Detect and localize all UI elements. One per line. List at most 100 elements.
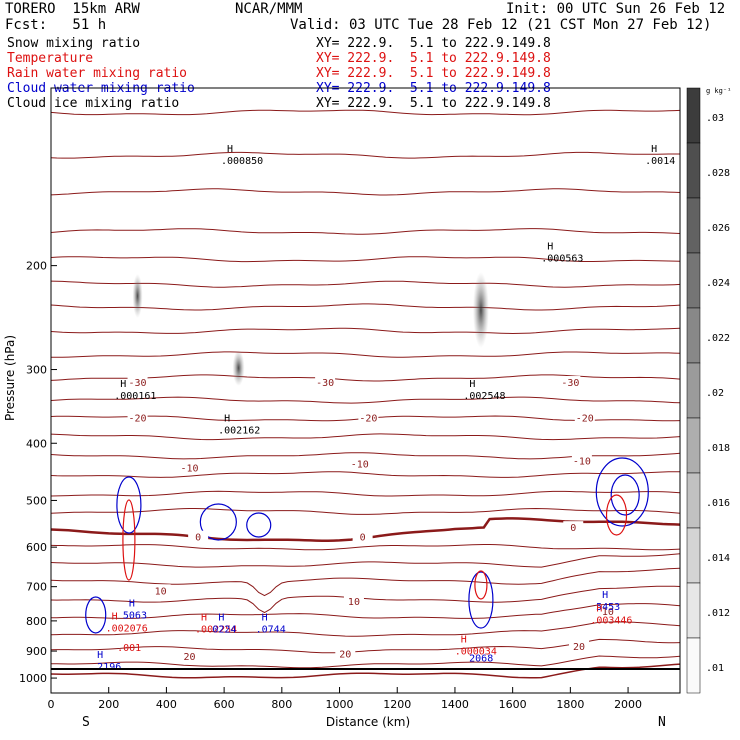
temperature-contour — [50, 433, 681, 441]
x-axis-label: Distance (km) — [326, 715, 410, 729]
y-tick-label: 200 — [26, 260, 47, 273]
cloud-contour — [246, 512, 272, 538]
field-xy-rain: XY= 222.9. 5.1 to 222.9.149.8 — [316, 66, 551, 81]
max-value: 5453 — [596, 602, 620, 613]
cloud-contour — [122, 499, 136, 581]
max-marker: H — [120, 379, 126, 390]
max-marker: H — [224, 414, 230, 425]
forecast-hour: Fcst: 51 h — [5, 17, 107, 33]
temperature-contour — [50, 663, 681, 679]
x-tick-label: 1200 — [383, 698, 411, 711]
max-value: .000161 — [114, 391, 156, 402]
max-marker: H — [97, 650, 103, 661]
north-label: N — [658, 715, 666, 730]
x-tick-label: 800 — [271, 698, 292, 711]
colorbar-swatch — [686, 362, 701, 419]
valid-time: Valid: 03 UTC Tue 28 Feb 12 (21 CST Mon … — [290, 17, 712, 33]
temperature-contour — [50, 471, 681, 478]
temperature-contour — [50, 585, 681, 614]
cloud-contour — [595, 457, 649, 527]
temperature-contour — [50, 553, 681, 568]
field-name-cloud-ice: Cloud ice mixing ratio — [7, 96, 180, 111]
temperature-label: -30 — [561, 378, 579, 389]
cloud-contour — [85, 596, 107, 634]
x-tick-label: 600 — [214, 698, 235, 711]
max-value: .000850 — [221, 156, 263, 167]
max-marker: H — [218, 612, 224, 623]
cloud-contour — [468, 571, 494, 629]
colorbar-tick-label: .028 — [706, 168, 730, 179]
temperature-label: 20 — [339, 649, 351, 660]
temperature-contour — [50, 490, 681, 497]
org-label: NCAR/MMM — [235, 1, 303, 17]
temperature-label: -20 — [129, 414, 147, 425]
field-xy-cloud-ice: XY= 222.9. 5.1 to 222.9.149.8 — [316, 96, 551, 111]
max-value: .001 — [117, 643, 141, 654]
temperature-contour — [50, 327, 681, 335]
temperature-contour — [50, 109, 681, 116]
max-marker: H — [469, 379, 475, 390]
x-tick-label: 1600 — [499, 698, 527, 711]
cloud-contour — [474, 570, 488, 600]
y-tick-label: 900 — [26, 645, 47, 658]
colorbar-tick-label: .018 — [706, 443, 730, 454]
axes: 0 200 400 600 800 1000 1200 1400 1600 1800 2000200… — [19, 260, 642, 711]
field-name-snow: Snow mixing ratio — [7, 36, 141, 51]
temperature-label: 10 — [348, 597, 360, 608]
temperature-contour — [50, 351, 681, 358]
max-marker: H — [262, 612, 268, 623]
y-tick-label: 800 — [26, 615, 47, 628]
temperature-contour — [50, 567, 681, 597]
max-marker: H — [602, 590, 608, 601]
max-value: .000034 — [455, 646, 497, 657]
temperature-contour — [50, 655, 681, 669]
temperature-contour — [50, 303, 681, 311]
temperature-label: 10 — [602, 607, 614, 618]
colorbar-swatch — [686, 637, 701, 694]
y-tick-label: 700 — [26, 581, 47, 594]
x-tick-label: 1000 — [326, 698, 354, 711]
max-value: .0744 — [256, 624, 286, 635]
temperature-contour — [50, 544, 681, 551]
x-tick-label: 2000 — [614, 698, 642, 711]
x-tick-label: 400 — [156, 698, 177, 711]
max-value: .002076 — [106, 623, 148, 634]
colorbar-swatch — [686, 472, 701, 529]
temperature-label: 20 — [573, 642, 585, 653]
colorbar-tick-label: .01 — [706, 663, 724, 674]
x-tick-label: 200 — [98, 698, 119, 711]
model-label: TORERO 15km ARW — [5, 1, 140, 17]
temperature-contour — [50, 256, 681, 263]
temperature-label: 20 — [183, 652, 195, 663]
temperature-label: 0 — [570, 523, 576, 534]
temperature-label: 0 — [360, 533, 366, 544]
x-tick-label: 0 — [48, 698, 55, 711]
temperature-contour — [50, 507, 681, 515]
field-name-temperature: Temperature — [7, 51, 94, 66]
max-marker: H — [201, 612, 207, 623]
temperature-contour — [50, 151, 680, 159]
temperature-label: -10 — [573, 457, 591, 468]
colorbar-tick-label: .026 — [706, 223, 730, 234]
max-value: 5063 — [123, 610, 147, 621]
colorbar: .03 .028 .026 .024 .022 .02 .018 .016 .014 .012 .0… — [686, 87, 730, 694]
temperature-label: -20 — [576, 414, 594, 425]
south-label: S — [82, 715, 90, 730]
temperature-contour — [50, 374, 681, 382]
y-tick-label: 300 — [26, 364, 47, 377]
temperature-contour — [50, 188, 681, 196]
field-xy-snow: XY= 222.9. 5.1 to 222.9.149.8 — [316, 36, 551, 51]
max-value: .000563 — [541, 253, 583, 264]
colorbar-swatch — [686, 197, 701, 254]
max-value: .0014 — [645, 156, 675, 167]
colorbar-tick-label: .022 — [706, 333, 730, 344]
colorbar-units: g kg⁻¹ — [706, 87, 731, 95]
temperature-contour — [50, 603, 681, 619]
snow-plume — [232, 350, 245, 386]
init-time: Init: 00 UTC Sun 26 Feb 12 — [506, 1, 726, 17]
contour-labels: -30 -30 -30 -20 -20 -20 -10 -10 -10 0 0 0 10 10 10 20 20… — [91, 144, 675, 673]
y-tick-label: 1000 — [19, 672, 47, 685]
x-tick-label: 1800 — [556, 698, 584, 711]
colorbar-tick-label: .012 — [706, 608, 730, 619]
max-value: .002254 — [195, 624, 237, 635]
